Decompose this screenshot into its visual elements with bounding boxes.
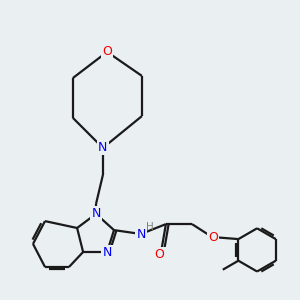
Text: N: N <box>136 227 146 241</box>
Text: N: N <box>98 141 108 154</box>
Text: O: O <box>155 248 164 261</box>
Text: N: N <box>102 245 112 259</box>
Text: N: N <box>91 207 101 220</box>
Text: H: H <box>146 222 153 233</box>
Text: O: O <box>102 45 112 58</box>
Text: O: O <box>208 231 218 244</box>
